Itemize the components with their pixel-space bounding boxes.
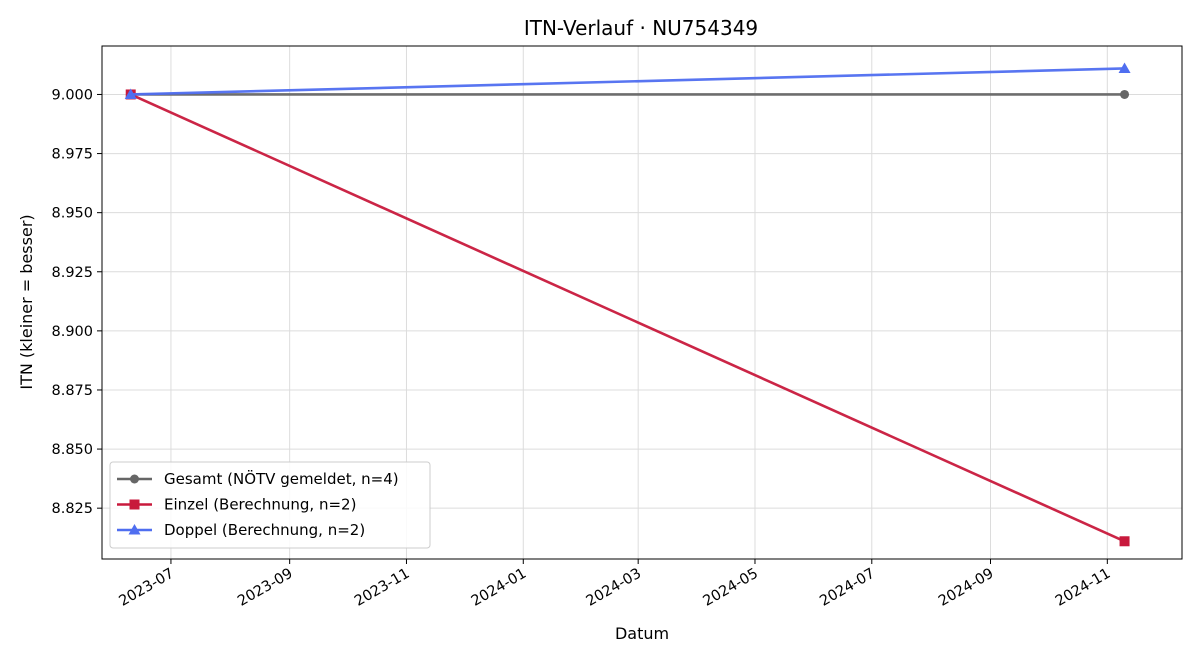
grid: [102, 46, 1182, 559]
y-tick-label: 8.825: [51, 501, 93, 517]
data-point: [124, 88, 137, 99]
data-point: [1119, 536, 1130, 547]
y-tick-label: 8.925: [51, 265, 93, 281]
x-tick-label: 2024-03: [584, 566, 644, 610]
series-layer: [124, 62, 1131, 547]
legend-label: Doppel (Berechnung, n=2): [164, 521, 365, 539]
y-tick-label: 8.850: [51, 442, 93, 458]
x-tick-label: 2023-07: [116, 566, 176, 610]
x-tick-label: 2023-11: [352, 566, 412, 610]
legend-marker: [128, 524, 141, 535]
x-axis-label: Datum: [615, 624, 669, 643]
legend: Gesamt (NÖTV gemeldet, n=4) Einzel (Berec…: [109, 461, 431, 549]
data-point: [1120, 89, 1130, 99]
legend-item: Doppel (Berechnung, n=2): [117, 521, 365, 539]
legend-marker: [130, 474, 139, 484]
x-tick-label: 2024-01: [469, 566, 529, 610]
y-axis-label: ITN (kleiner = besser): [17, 214, 36, 389]
legend-item: Gesamt (NÖTV gemeldet, n=4): [117, 469, 399, 488]
series-3: [124, 62, 1131, 99]
legend-label: Einzel (Berechnung, n=2): [164, 496, 356, 514]
legend-box: [109, 461, 431, 549]
legend-label: Gesamt (NÖTV gemeldet, n=4): [164, 469, 399, 488]
plot-frame: [101, 45, 1183, 560]
x-tick-label: 2024-07: [817, 566, 877, 610]
chart-title: ITN-Verlauf · NU754349: [524, 16, 758, 40]
series-line: [130, 93, 1126, 543]
legend-item: Einzel (Berechnung, n=2): [117, 496, 356, 514]
x-tick-label: 2023-09: [235, 566, 295, 610]
y-tick-label: 8.900: [51, 324, 93, 340]
x-tick-label: 2024-09: [936, 566, 996, 610]
y-tick-label: 8.875: [51, 383, 93, 399]
y-tick-label: 8.975: [51, 147, 93, 163]
x-tick-label: 2024-11: [1053, 566, 1113, 610]
x-tick-label: 2024-05: [701, 566, 761, 610]
data-point: [1118, 62, 1131, 73]
y-tick-label: 9.000: [51, 87, 93, 103]
y-tick-label: 8.950: [51, 206, 93, 222]
series-line: [130, 67, 1125, 96]
legend-marker: [129, 499, 140, 510]
